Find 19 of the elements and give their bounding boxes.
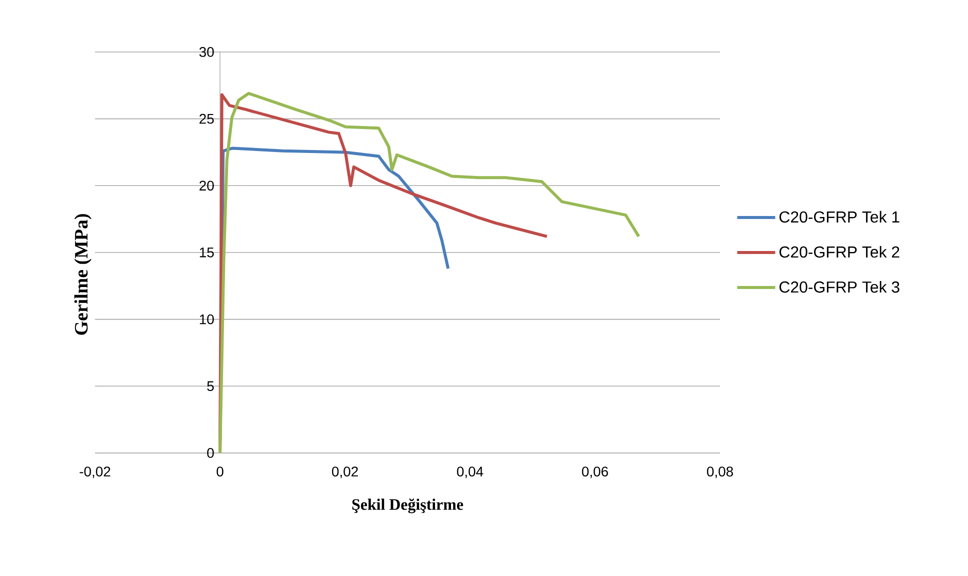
x-tick-label: 0 bbox=[216, 466, 224, 477]
x-tick-label: 0,08 bbox=[706, 466, 733, 478]
x-tick-label: 0,02 bbox=[332, 466, 358, 478]
x-tick-label: 0,06 bbox=[582, 466, 608, 478]
legend-label: C20-GFRP Tek 1 bbox=[780, 210, 900, 223]
x-tick-label: -0,02 bbox=[80, 466, 110, 478]
line-series bbox=[218, 92, 640, 454]
x-tick-label: 0,04 bbox=[456, 466, 484, 478]
y-tick-label: 15 bbox=[200, 248, 214, 258]
y-tick-label: 25 bbox=[200, 114, 214, 124]
legend-label: C20-GFRP Tek 2 bbox=[780, 246, 900, 258]
legend-label: C20-GFRP Tek 3 bbox=[780, 280, 900, 293]
y-tick-label: 30 bbox=[199, 47, 214, 57]
y-axis-title: Gerilme (MPa) bbox=[74, 214, 92, 335]
y-tick-label: 20 bbox=[200, 180, 214, 191]
x-axis-title: Şekil Değiştirme bbox=[352, 498, 464, 514]
y-tick-label: 0 bbox=[207, 448, 214, 458]
y-tick-label: 5 bbox=[207, 381, 214, 392]
y-tick-label: 10 bbox=[200, 314, 214, 324]
